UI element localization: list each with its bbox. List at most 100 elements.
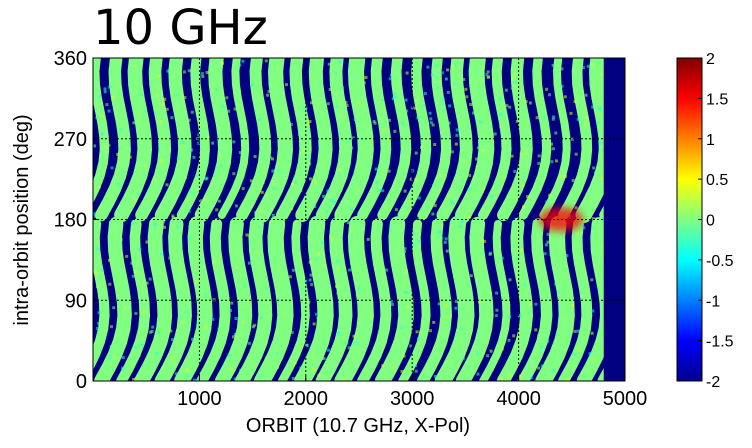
heatmap-cell	[289, 123, 293, 126]
heatmap-cell	[555, 332, 559, 336]
swath-band	[315, 217, 353, 381]
heatmap-cell	[543, 252, 547, 256]
heatmap-cell	[505, 104, 509, 108]
heatmap-cell	[349, 207, 353, 210]
heatmap-cell	[475, 165, 479, 169]
heatmap-cell	[454, 299, 458, 303]
heatmap-cell	[585, 115, 588, 119]
heatmap-cell	[121, 366, 125, 370]
heatmap-cell	[549, 253, 553, 257]
colorbar-tick-label: 0	[706, 213, 715, 230]
heatmap-cell	[512, 334, 516, 338]
heatmap-cell	[411, 298, 415, 302]
heatmap-cell	[444, 304, 448, 308]
heatmap-cell	[372, 120, 376, 123]
swath-band	[539, 58, 571, 219]
plot-area	[93, 58, 625, 381]
heatmap-cell	[165, 107, 169, 111]
heatmap-cell	[594, 171, 597, 175]
heatmap-cell	[241, 59, 245, 63]
heatmap-cell	[364, 76, 368, 79]
colorbar-tick-label: 2	[706, 51, 715, 68]
swath-band	[294, 215, 334, 381]
heatmap-cell	[197, 141, 201, 145]
heatmap-cell	[528, 101, 532, 105]
heatmap-cell	[154, 179, 158, 183]
heatmap-cell	[275, 352, 279, 356]
heatmap-cell	[486, 117, 489, 121]
heatmap-cell	[436, 86, 440, 90]
heatmap-cell	[309, 273, 313, 277]
heatmap-cell	[373, 121, 377, 125]
heatmap-cell	[443, 333, 447, 337]
heatmap-cell	[126, 146, 130, 150]
heatmap-cell	[422, 104, 426, 107]
heatmap-cell	[173, 189, 177, 192]
heatmap-cell	[94, 214, 98, 218]
heatmap-cell	[108, 282, 112, 286]
heatmap-cell	[213, 173, 216, 177]
heatmap-cell	[464, 216, 468, 219]
heatmap-cell	[485, 73, 489, 76]
heatmap-cell	[458, 72, 462, 76]
heatmap-cell	[173, 245, 177, 249]
heatmap-cell	[190, 110, 194, 114]
heatmap-cell	[229, 309, 232, 312]
heatmap-cell	[257, 262, 261, 266]
heatmap-cell	[540, 345, 543, 349]
heatmap-cell	[460, 93, 464, 97]
heatmap-cell	[544, 243, 548, 247]
heatmap-cell	[430, 73, 434, 77]
swath-band	[417, 218, 453, 381]
heatmap-cell	[96, 327, 100, 330]
heatmap-cell	[576, 329, 580, 333]
heatmap-cell	[97, 311, 101, 315]
heatmap-cell	[416, 116, 420, 120]
heatmap-cell	[379, 370, 383, 374]
heatmap-cell	[416, 98, 420, 102]
heatmap-cell	[304, 279, 308, 283]
heatmap-cell	[461, 166, 465, 170]
heatmap-cell	[385, 268, 389, 272]
heatmap-cell	[415, 330, 419, 334]
heatmap-cell	[308, 120, 312, 123]
heatmap-cell	[312, 356, 316, 360]
heatmap-cell	[96, 285, 99, 289]
heatmap-cell	[186, 198, 190, 202]
heatmap-cell	[546, 339, 550, 343]
heatmap-cell	[551, 147, 555, 151]
swath-band	[235, 217, 273, 381]
heatmap-cell	[493, 132, 497, 136]
heatmap-cell	[564, 174, 567, 178]
heatmap-cell	[108, 258, 111, 262]
heatmap-cell	[507, 373, 511, 377]
heatmap-cell	[258, 375, 262, 379]
heatmap-cell	[276, 66, 280, 70]
heatmap-cell	[437, 302, 441, 306]
heatmap-cell	[465, 95, 469, 99]
heatmap-cell	[400, 325, 404, 329]
heatmap-cell	[454, 306, 458, 310]
heatmap-cell	[238, 63, 242, 67]
y-tick-label: 90	[65, 290, 87, 312]
heatmap-cell	[215, 208, 219, 212]
heatmap-cell	[571, 303, 575, 307]
heatmap-cell	[454, 216, 458, 220]
heatmap-cell	[417, 240, 421, 244]
heatmap-cell	[93, 185, 97, 189]
heatmap-cell	[312, 322, 316, 326]
y-axis-label: intra-orbit position (deg)	[11, 114, 33, 325]
heatmap-cell	[303, 287, 306, 291]
heatmap-cell	[489, 251, 492, 255]
heatmap-cell	[534, 328, 538, 332]
heatmap-cell	[464, 87, 468, 91]
heatmap-cell	[195, 379, 199, 381]
heatmap-cell	[184, 117, 188, 121]
heatmap-cell	[219, 256, 223, 260]
heatmap-cell	[573, 330, 577, 333]
heatmap-cell	[321, 241, 325, 245]
heatmap-cell	[462, 77, 466, 81]
heatmap-cell	[327, 348, 330, 352]
heatmap-cell	[537, 334, 541, 338]
